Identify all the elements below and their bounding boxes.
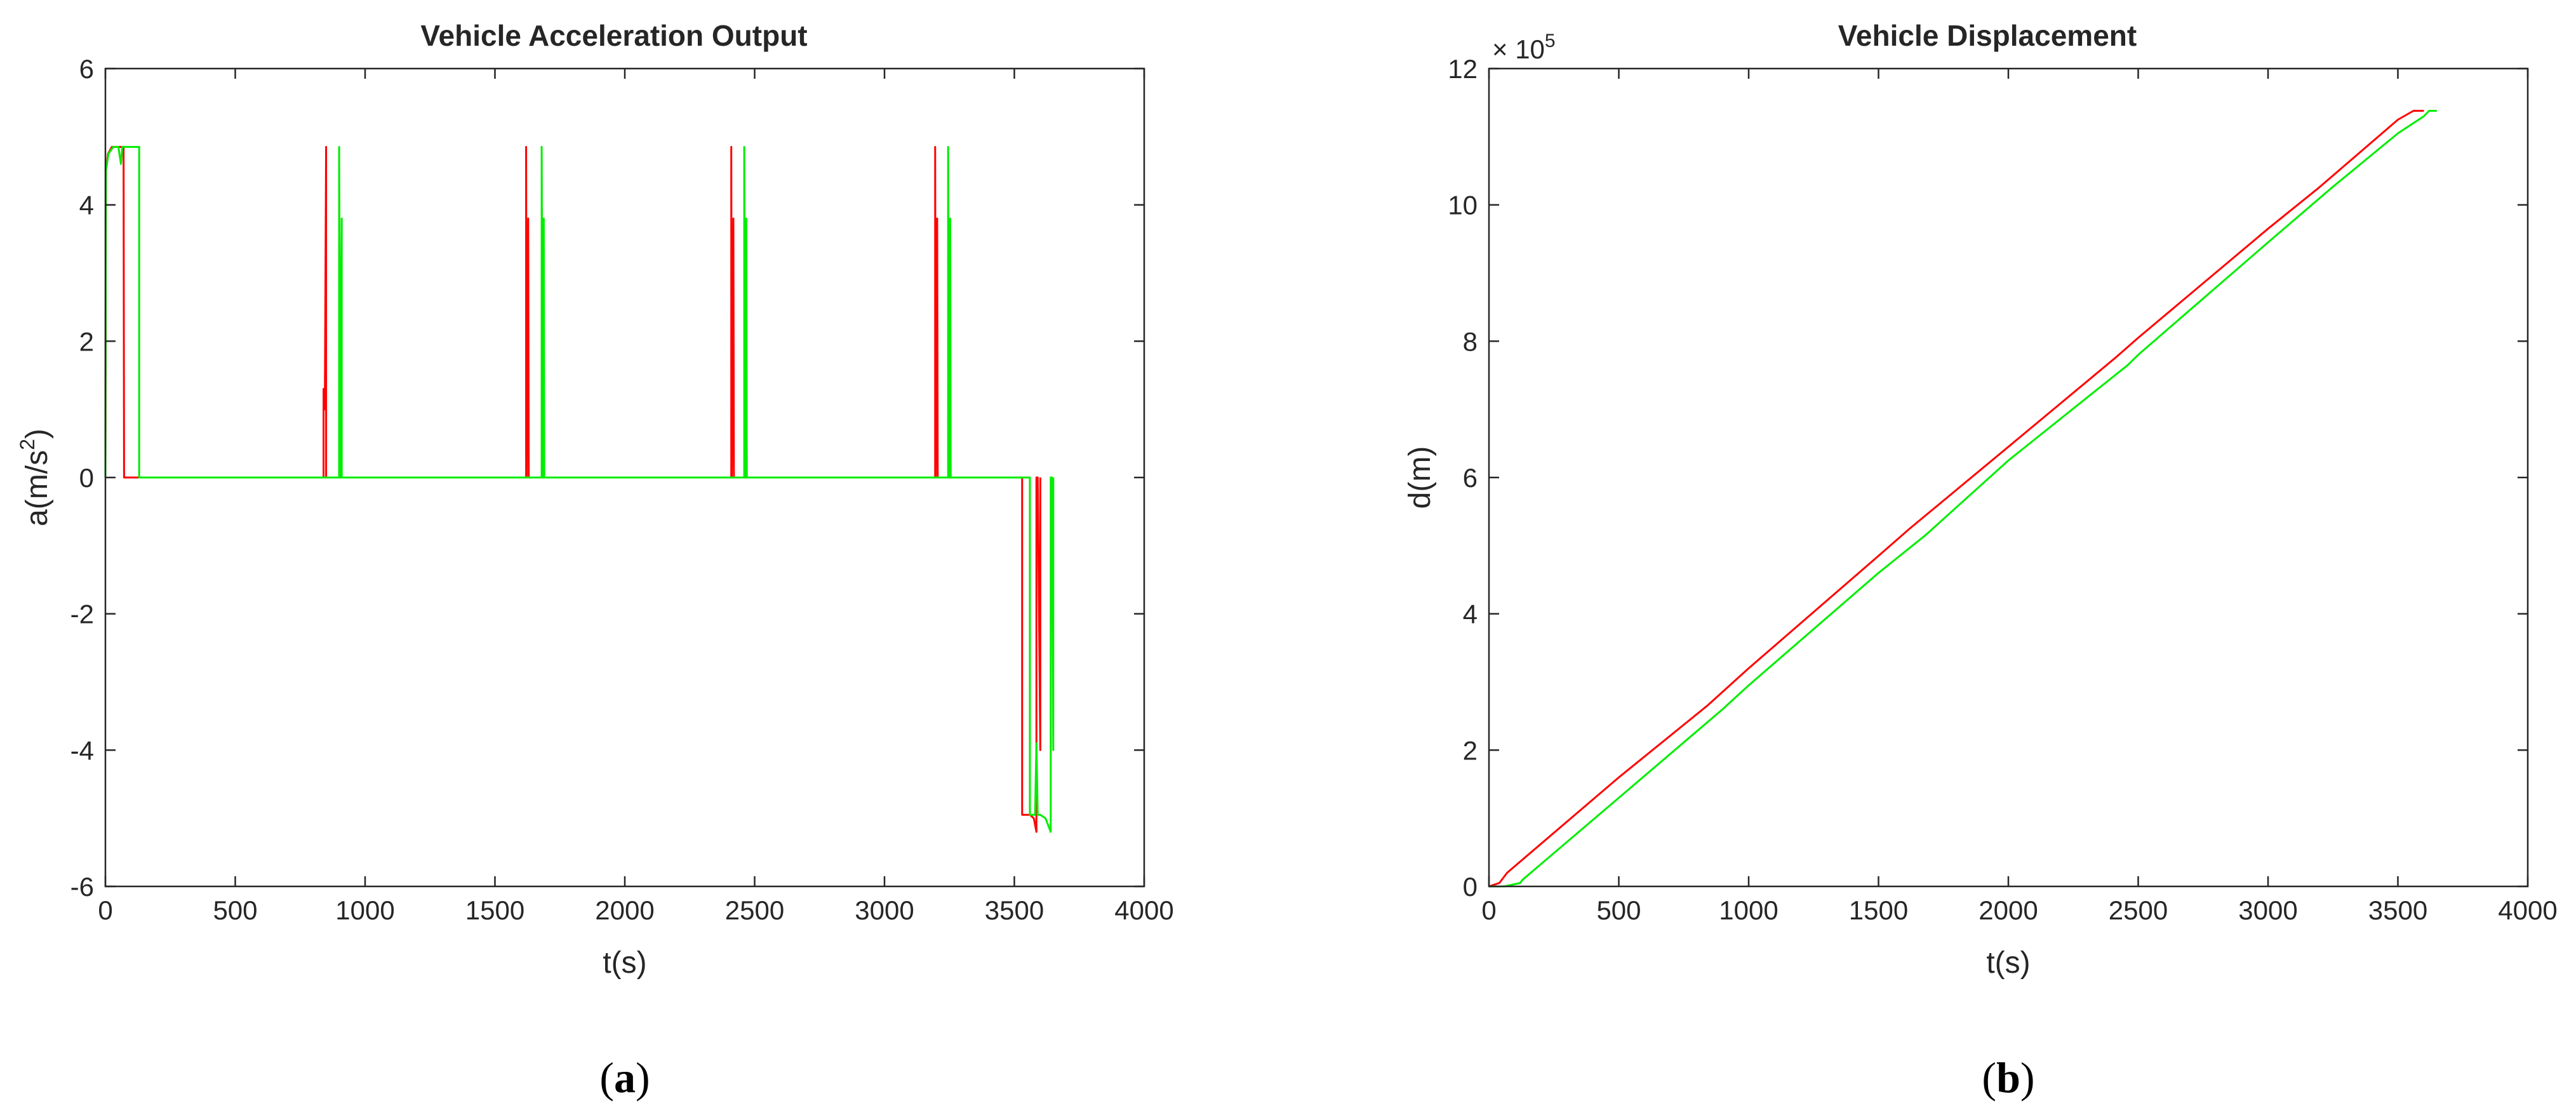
acceleration-caption: (a) [599, 1053, 650, 1102]
displacement-caption-close: ) [2020, 1053, 2035, 1102]
displacement-x-tick-label: 4000 [2498, 895, 2557, 925]
acceleration-y-ticks: -6 -4 -2 0 2 4 6 [70, 54, 1144, 902]
acceleration-y-label-superscript: 2 [16, 439, 39, 450]
displacement-caption-letter: b [1996, 1053, 2020, 1102]
acceleration-x-tick-label: 1500 [465, 895, 524, 925]
acceleration-y-tick-label: -6 [70, 872, 94, 902]
displacement-y-tick-label: 10 [1448, 190, 1478, 220]
displacement-chart: Vehicle Displacement 0 500 1000 1500 2000 250… [1403, 19, 2558, 1102]
acceleration-caption-letter: a [614, 1053, 636, 1102]
displacement-y-exponent-base: × 10 [1492, 34, 1545, 64]
acceleration-y-axis-label: a(m/s2) [16, 429, 54, 526]
acceleration-x-axis-label: t(s) [603, 946, 646, 980]
displacement-x-ticks: 0 500 1000 1500 2000 2500 3000 3500 4000 [1481, 69, 2558, 925]
acceleration-y-tick-label: 2 [79, 326, 94, 356]
acceleration-y-tick-label: 0 [79, 463, 94, 493]
displacement-y-tick-label: 6 [1463, 463, 1478, 493]
displacement-y-tick-label: 4 [1463, 599, 1478, 629]
displacement-x-tick-label: 500 [1596, 895, 1641, 925]
acceleration-x-tick-label: 500 [213, 895, 257, 925]
displacement-x-tick-label: 2500 [2109, 895, 2168, 925]
displacement-series-line-1 [1489, 110, 2437, 888]
acceleration-x-tick-label: 4000 [1114, 895, 1173, 925]
acceleration-x-tick-label: 2500 [725, 895, 784, 925]
acceleration-series-line-0 [104, 145, 1041, 833]
acceleration-x-tick-label: 0 [98, 895, 112, 925]
displacement-y-axis-label: d(m) [1403, 446, 1437, 509]
displacement-y-exponent-power: 5 [1545, 30, 1556, 51]
acceleration-caption-close: ) [636, 1053, 650, 1102]
acceleration-x-ticks: 0 500 1000 1500 2000 2500 3000 3500 4000 [98, 69, 1174, 925]
displacement-y-tick-label: 0 [1463, 872, 1478, 902]
acceleration-y-tick-label: 4 [79, 190, 94, 220]
acceleration-x-tick-label: 1000 [335, 895, 394, 925]
displacement-y-tick-label: 2 [1463, 735, 1478, 765]
acceleration-series-line-1 [104, 145, 1055, 833]
acceleration-y-label-close: ) [20, 429, 54, 439]
displacement-x-tick-label: 0 [1481, 895, 1496, 925]
displacement-caption: (b) [1982, 1053, 2034, 1102]
acceleration-y-tick-label: -2 [70, 599, 94, 629]
displacement-y-tick-label: 8 [1463, 326, 1478, 356]
acceleration-x-tick-label: 3500 [985, 895, 1044, 925]
acceleration-x-tick-label: 3000 [855, 895, 914, 925]
displacement-plot-area [1488, 110, 2437, 888]
acceleration-y-label-base: a(m/s [20, 450, 54, 526]
displacement-x-tick-label: 1500 [1849, 895, 1908, 925]
acceleration-plot-area [104, 145, 1055, 833]
acceleration-caption-open: ( [599, 1053, 614, 1102]
acceleration-x-tick-label: 2000 [595, 895, 654, 925]
displacement-x-tick-label: 3000 [2238, 895, 2297, 925]
displacement-axes-frame [1488, 67, 2529, 888]
displacement-y-exponent: × 105 [1492, 30, 1556, 64]
acceleration-y-tick-label: 6 [79, 54, 94, 84]
displacement-caption-open: ( [1982, 1053, 1996, 1102]
displacement-series-line-0 [1488, 110, 2424, 888]
displacement-x-tick-label: 1000 [1719, 895, 1778, 925]
displacement-x-axis-label: t(s) [1986, 946, 2030, 980]
displacement-chart-title: Vehicle Displacement [1838, 19, 2137, 52]
acceleration-chart-title: Vehicle Acceleration Output [420, 19, 807, 52]
displacement-y-tick-label: 12 [1448, 54, 1478, 84]
displacement-x-tick-label: 2000 [1979, 895, 2038, 925]
displacement-x-tick-label: 3500 [2368, 895, 2427, 925]
displacement-y-ticks: 0 2 4 6 8 10 12 [1448, 54, 2528, 902]
acceleration-chart: Vehicle Acceleration Output 0 500 1000 1500… [16, 19, 1174, 1102]
acceleration-y-tick-label: -4 [70, 735, 94, 765]
